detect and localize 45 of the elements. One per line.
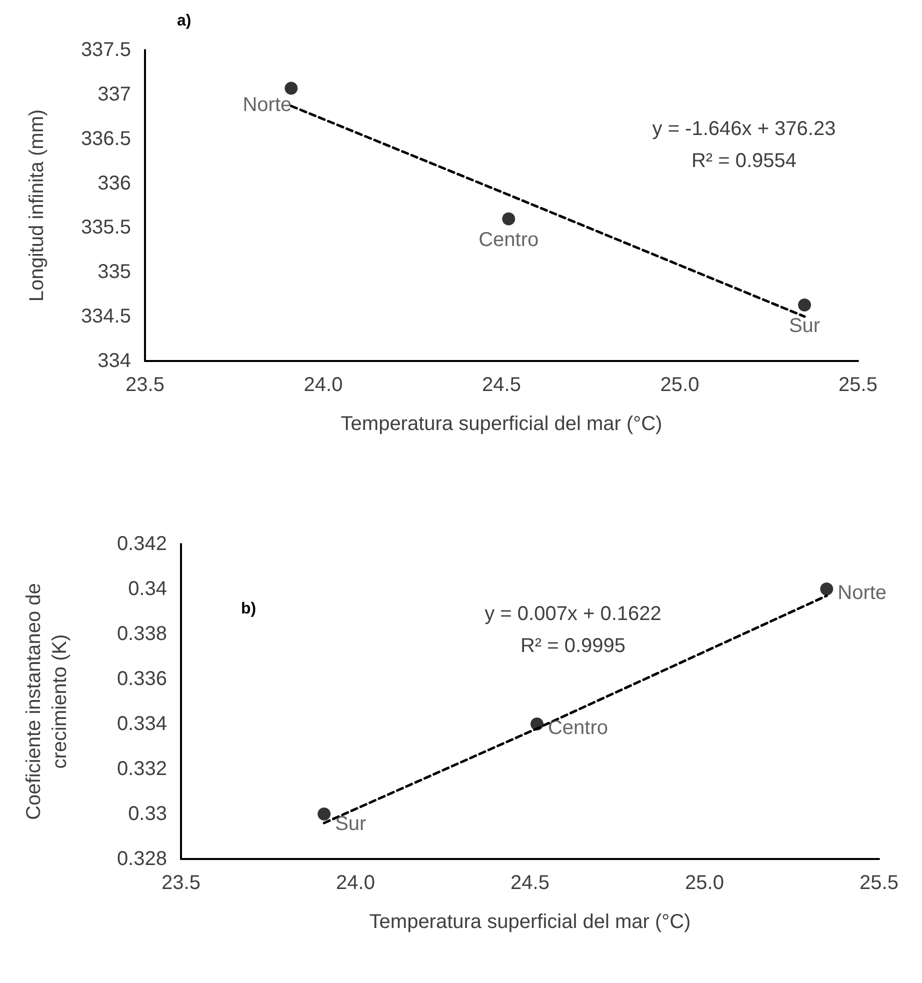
- x-tick-label: 25.5: [838, 374, 878, 396]
- point: [502, 212, 516, 226]
- x-tick-label: 23.5: [126, 374, 164, 396]
- x-tick-label: 24.0: [304, 374, 343, 396]
- y-tick-label: 335: [98, 261, 131, 284]
- y-tick-label: 334.5: [80, 306, 131, 328]
- point: [820, 582, 834, 596]
- x-tick-label: 24.5: [482, 374, 521, 396]
- x-axis-title: Temperatura superficial del mar (°C): [340, 413, 662, 435]
- y-tick-label: 336.5: [80, 128, 131, 150]
- x-tick-label: 25.5: [860, 872, 898, 894]
- annotation: Centro: [478, 228, 539, 251]
- y-tick-label: 0.342: [116, 533, 167, 555]
- annotation: Centro: [548, 717, 608, 739]
- y-tick-label: 0.33: [128, 803, 167, 825]
- x-tick-label: 25.0: [685, 872, 724, 894]
- y-tick-label: 335.5: [80, 216, 131, 239]
- y-tick-label: 0.332: [116, 758, 167, 780]
- point: [798, 298, 812, 312]
- x-tick-label: 25.0: [660, 374, 700, 396]
- annotation: Sur: [335, 813, 367, 835]
- y-axis-title: Coeficiente instantaneo de crecimiento (K): [23, 583, 71, 820]
- x-tick-label: 23.5: [162, 872, 200, 894]
- x-axis-title: Temperatura superficial del mar (°C): [369, 911, 691, 933]
- annotation: y = 0.007x + 0.1622 R² = 0.9995: [484, 603, 662, 657]
- y-tick-label: 337.5: [80, 39, 131, 61]
- y-tick-label: 337: [98, 83, 131, 106]
- annotation: y = -1.646x + 376.23 R² = 0.9554: [652, 118, 836, 172]
- point: [318, 808, 331, 820]
- point: [284, 82, 298, 95]
- y-tick-label: 0.34: [128, 578, 167, 600]
- annotation: Norte: [242, 94, 292, 116]
- y-tick-label: 336: [98, 172, 131, 194]
- text: b): [241, 600, 256, 618]
- y-tick-label: 0.336: [116, 668, 167, 690]
- y-tick-label: 334: [98, 350, 131, 372]
- x-tick-label: 24.5: [510, 872, 550, 894]
- chart-title: a): [177, 12, 192, 30]
- y-tick-label: 0.334: [116, 713, 167, 735]
- annotation: Norte: [838, 582, 887, 604]
- x-tick-label: 24.0: [336, 872, 375, 894]
- y-tick-label: 0.328: [116, 848, 167, 870]
- y-axis-title: Longitud infinita (mm): [26, 109, 48, 302]
- annotation: Sur: [788, 315, 820, 338]
- y-tick-label: 0.338: [116, 623, 167, 645]
